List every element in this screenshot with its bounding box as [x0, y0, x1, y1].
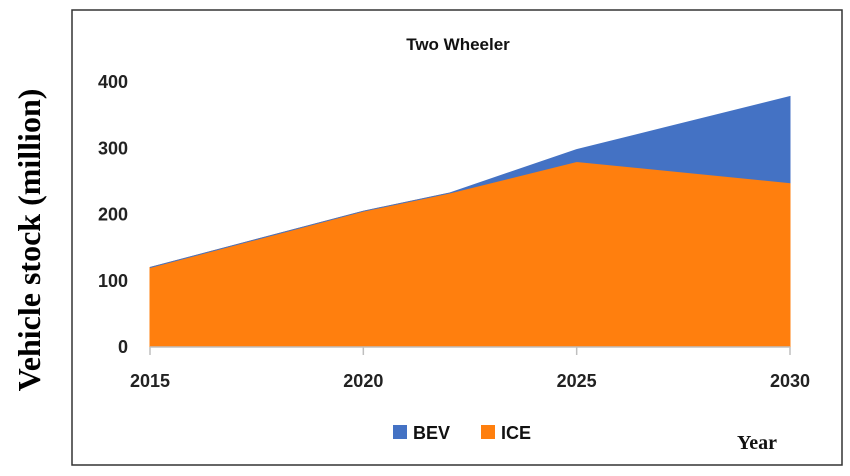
x-tick-label: 2015 [130, 371, 170, 391]
legend-swatch-ice [481, 425, 495, 439]
x-tick-label: 2025 [557, 371, 597, 391]
legend-label-bev: BEV [413, 423, 450, 443]
x-axis: 2015 2020 2025 2030 [130, 346, 810, 391]
chart-title: Two Wheeler [406, 35, 510, 54]
y-tick-label: 100 [98, 271, 128, 291]
y-tick-label: 300 [98, 138, 128, 158]
legend-swatch-bev [393, 425, 407, 439]
plot-area [149, 95, 791, 348]
legend: BEV ICE [393, 423, 531, 443]
x-tick-label: 2030 [770, 371, 810, 391]
y-axis-title: Vehicle stock (million) [11, 89, 47, 392]
y-tick-label: 400 [98, 72, 128, 92]
x-tick-label: 2020 [343, 371, 383, 391]
y-axis-ticks: 0 100 200 300 400 [98, 72, 128, 357]
y-tick-label: 200 [98, 205, 128, 225]
y-tick-label: 0 [118, 337, 128, 357]
x-axis-title: Year [737, 432, 777, 454]
chart-frame [71, 9, 843, 466]
legend-label-ice: ICE [501, 423, 531, 443]
area-bev [149, 95, 791, 268]
area-ice [149, 160, 791, 348]
